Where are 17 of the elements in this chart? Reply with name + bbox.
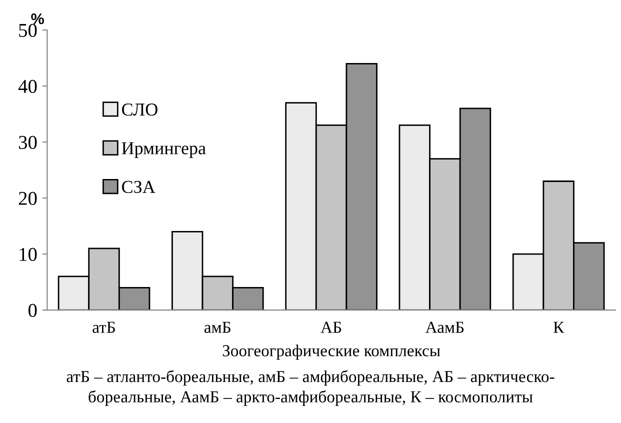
- y-tick-label: 20: [18, 192, 37, 205]
- x-tick-label: атБ: [92, 322, 115, 333]
- x-tick-label: К: [554, 322, 564, 333]
- x-tick-label: амБ: [204, 322, 230, 333]
- y-tick-label: 0: [28, 304, 37, 317]
- legend-label: Ирмингера: [122, 142, 206, 158]
- y-tick-label: 50: [19, 24, 37, 37]
- text: атБ – атланто-бореальные, амБ – амфибореальные, АБ – арктическо- бореальные, АамБ – аркто-амфибореальные, К – космополиты: [66, 370, 554, 406]
- legend-label: СЛО: [122, 104, 158, 116]
- x-axis-title: Зоогеографические комплексы: [222, 344, 440, 360]
- y-tick-label: 30: [18, 136, 37, 149]
- y-tick-label: 40: [18, 80, 37, 93]
- x-tick-label: АБ: [320, 322, 342, 333]
- y-tick-label: 10: [20, 248, 37, 261]
- legend-label: СЗА: [122, 180, 156, 194]
- x-tick-label: АамБ: [425, 322, 464, 333]
- y-axis-title: %: [31, 13, 44, 24]
